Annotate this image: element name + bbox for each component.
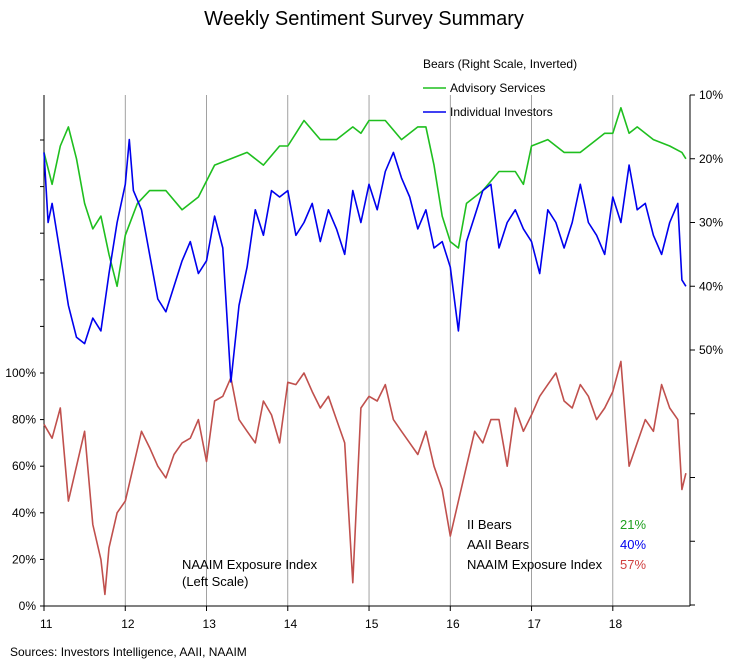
left-tick-label: 80% [12,413,36,427]
left-tick-label: 100% [5,366,36,380]
left-axis-ticks: 0% 20% 40% 60% 80% 100% [5,139,44,613]
source-note: Sources: Investors Intelligence, AAII, N… [10,645,247,659]
summary-label-aaii: AAII Bears [467,537,530,552]
right-tick-label: 50% [699,343,723,357]
x-tick-label-12: 12 [121,617,135,631]
right-tick-label: 40% [699,279,723,293]
left-tick-label: 20% [12,552,36,566]
right-tick-label: 10% [699,88,723,102]
x-tick-label-11: 11 [40,617,53,631]
summary-label-ii: II Bears [467,517,512,532]
right-axis-ticks: 10% 20% 30% 40% 50% [690,88,723,606]
series-line-naaim-exposure-index [43,360,687,596]
year-gridlines [124,95,614,606]
legend-label-individual: Individual Investors [450,105,553,119]
summary-value-naaim: 57% [620,557,646,572]
naaim-annotation-line1: NAAIM Exposure Index [182,557,318,572]
series-line-advisory-services [43,107,687,288]
x-tick-label-18: 18 [609,617,623,631]
legend-header: Bears (Right Scale, Inverted) [423,57,577,71]
x-tick-label-13: 13 [203,617,217,631]
legend: Bears (Right Scale, Inverted) Advisory S… [423,57,577,119]
left-tick-label: 0% [19,599,37,613]
x-axis-ticks: 11 12 13 14 15 16 17 18 [40,606,622,631]
right-tick-label: 30% [699,216,723,230]
summary-value-ii: 21% [620,517,646,532]
chart-title: Weekly Sentiment Survey Summary [204,8,524,30]
x-tick-label-17: 17 [528,617,542,631]
summary-box: II Bears 21% AAII Bears 40% NAAIM Exposu… [467,517,646,572]
x-tick-label-14: 14 [284,617,298,631]
x-tick-label-15: 15 [365,617,379,631]
summary-value-aaii: 40% [620,537,646,552]
right-tick-label: 20% [699,152,723,166]
naaim-annotation-line2: (Left Scale) [182,574,248,589]
left-tick-label: 60% [12,459,36,473]
left-tick-label: 40% [12,506,36,520]
series-lines [43,107,687,596]
x-tick-label-16: 16 [446,617,460,631]
legend-label-advisory: Advisory Services [450,81,545,95]
summary-label-naaim: NAAIM Exposure Index [467,557,603,572]
series-line-individual-investors [43,138,687,383]
